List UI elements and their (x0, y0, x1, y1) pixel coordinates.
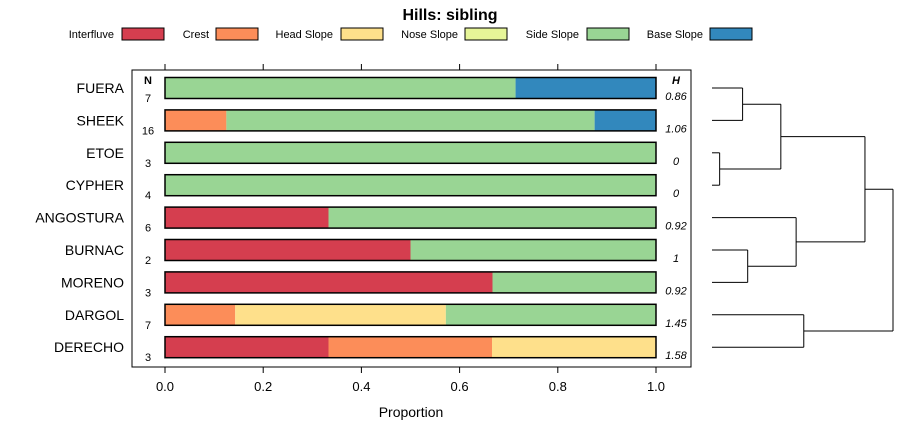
row-label-5: BURNAC (65, 242, 124, 258)
bar-segment-8-2 (492, 336, 656, 358)
legend-swatch-0 (121, 27, 165, 41)
legend-label-0: Interfluve (69, 29, 114, 41)
bar-segment-7-1 (165, 304, 236, 326)
dendrogram (712, 87, 894, 348)
h-label-8: 1.58 (665, 350, 687, 362)
bar-outline-6 (164, 271, 657, 294)
legend-label-3: Nose Slope (401, 29, 458, 41)
row-label-7: DARGOL (65, 307, 124, 323)
row-label-3: CYPHER (66, 177, 124, 193)
legend-swatch-1 (215, 27, 259, 41)
bar-segment-0-4 (165, 77, 516, 99)
bars (164, 76, 657, 359)
bar-segment-5-4 (410, 239, 656, 261)
row-label-1: SHEEK (77, 112, 125, 128)
plot-frame (131, 69, 692, 368)
bar-outline-3 (164, 173, 657, 197)
x-axis-title: Proportion (379, 404, 444, 420)
row-label-0: FUERA (77, 80, 125, 96)
bar-outline-0 (164, 76, 657, 100)
x-tick-label-2: 0.4 (352, 379, 370, 394)
h-label-2: 0 (673, 156, 680, 168)
n-label-4: 6 (145, 223, 151, 235)
bar-segment-1-1 (165, 109, 227, 131)
bar-segment-1-4 (226, 109, 595, 131)
legend-label-4: Side Slope (526, 29, 579, 41)
legend-swatch-2 (340, 27, 384, 41)
row-label-8: DERECHO (54, 339, 124, 355)
h-label-4: 0.92 (665, 221, 686, 233)
bar-segment-8-1 (328, 336, 493, 358)
h-label-0: 0.86 (665, 91, 687, 103)
x-tick-label-0: 0.0 (156, 379, 174, 394)
bar-outline-2 (164, 141, 657, 165)
n-label-8: 3 (145, 352, 151, 364)
legend-label-5: Base Slope (647, 29, 703, 41)
n-header: N (144, 75, 152, 87)
n-label-0: 7 (145, 93, 151, 105)
bar-segment-5-0 (165, 239, 411, 261)
h-label-6: 0.92 (665, 285, 686, 297)
bar-segment-3-4 (165, 174, 656, 196)
legend-swatch-3 (464, 27, 508, 41)
n-label-3: 4 (145, 190, 151, 202)
bar-segment-2-4 (165, 142, 656, 164)
bar-segment-8-0 (165, 336, 329, 358)
bar-segment-6-0 (165, 271, 493, 293)
bar-segment-1-5 (594, 109, 656, 131)
n-label-2: 3 (145, 158, 151, 170)
h-header: H (672, 75, 681, 87)
h-label-7: 1.45 (665, 318, 687, 330)
h-label-3: 0 (673, 188, 680, 200)
legend-label-2: Head Slope (276, 29, 334, 41)
row-label-2: ETOE (86, 145, 124, 161)
x-tick-label-3: 0.6 (451, 379, 469, 394)
bar-segment-0-5 (515, 77, 656, 99)
h-label-5: 1 (673, 253, 679, 265)
legend-swatch-5 (709, 27, 753, 41)
bar-segment-7-2 (235, 304, 446, 326)
x-axis: 0.0 0.2 0.4 0.6 0.8 1.0 (156, 64, 665, 394)
bar-segment-4-4 (328, 207, 656, 229)
h-label-1: 1.06 (665, 123, 687, 135)
row-label-6: MORENO (61, 274, 124, 290)
x-tick-label-1: 0.2 (254, 379, 272, 394)
n-label-6: 3 (145, 287, 151, 299)
bar-outline-5 (164, 238, 657, 262)
bar-segment-4-0 (165, 207, 329, 229)
legend: Interfluve Crest Head Slope Nose Slope Side … (69, 27, 753, 41)
x-tick-label-5: 1.0 (647, 379, 665, 394)
chart-title: Hills: sibling (402, 7, 497, 24)
legend-label-1: Crest (183, 29, 209, 41)
n-label-5: 2 (145, 255, 151, 267)
bar-segment-7-4 (445, 304, 657, 326)
bar-outline-4 (164, 206, 657, 229)
bar-outline-8 (164, 335, 657, 359)
legend-swatch-4 (586, 27, 630, 41)
bar-segment-6-4 (492, 271, 656, 293)
row-label-4: ANGOSTURA (35, 210, 124, 226)
n-label-7: 7 (145, 320, 151, 332)
x-tick-label-4: 0.8 (549, 379, 567, 394)
n-label-1: 16 (142, 125, 154, 137)
bar-outline-7 (164, 303, 657, 327)
bar-outline-1 (164, 109, 657, 132)
